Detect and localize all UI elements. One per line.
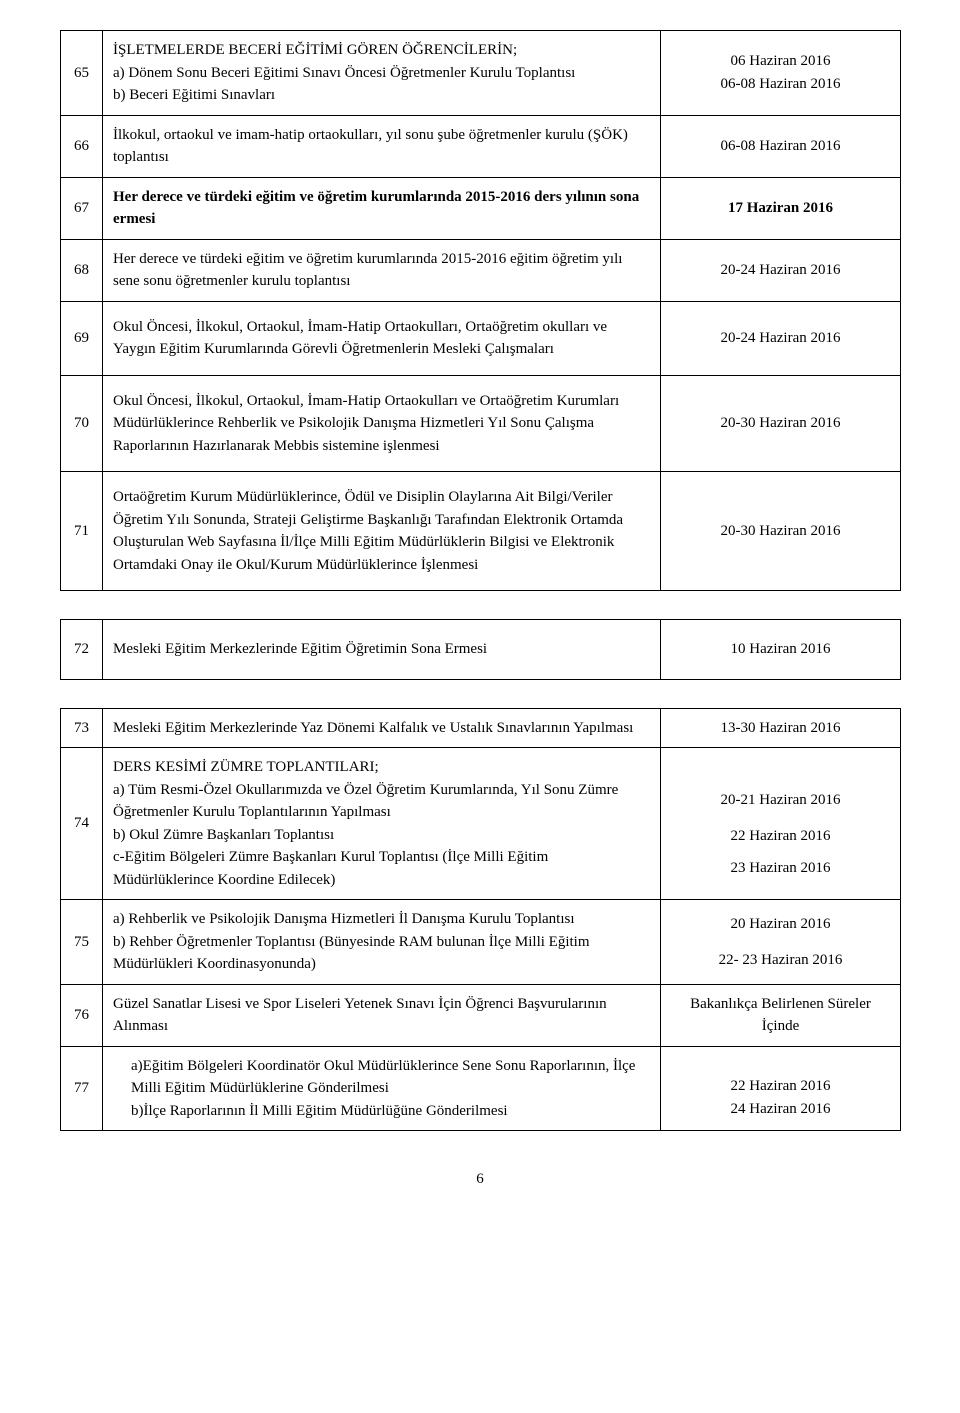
- row-dates: 20-24 Haziran 2016: [661, 301, 901, 375]
- date-line: 06-08 Haziran 2016: [671, 73, 890, 96]
- row-title: İŞLETMELERDE BECERİ EĞİTİMİ GÖREN ÖĞRENC…: [113, 39, 650, 62]
- row-number: 77: [61, 1046, 103, 1131]
- row-description: Güzel Sanatlar Lisesi ve Spor Liseleri Y…: [103, 984, 661, 1046]
- table-row: 75 a) Rehberlik ve Psikolojik Danışma Hi…: [61, 900, 901, 985]
- row-dates: 10 Haziran 2016: [661, 620, 901, 680]
- date-line: 06-08 Haziran 2016: [671, 135, 890, 158]
- row-number: 72: [61, 620, 103, 680]
- row-line: b) Rehber Öğretmenler Toplantısı (Bünyes…: [113, 931, 650, 976]
- date-line: 22 Haziran 2016: [671, 825, 890, 848]
- schedule-table-part2: 72 Mesleki Eğitim Merkezlerinde Eğitim Ö…: [60, 619, 901, 680]
- date-line: 22- 23 Haziran 2016: [671, 949, 890, 972]
- date-spacer: [671, 812, 890, 826]
- table-row: 66 İlkokul, ortaokul ve imam-hatip ortao…: [61, 115, 901, 177]
- table-row: 71 Ortaöğretim Kurum Müdürlüklerince, Öd…: [61, 472, 901, 591]
- table-row: 76 Güzel Sanatlar Lisesi ve Spor Liseler…: [61, 984, 901, 1046]
- date-line: 20-24 Haziran 2016: [671, 259, 890, 282]
- table-row: 68 Her derece ve türdeki eğitim ve öğret…: [61, 239, 901, 301]
- row-number: 67: [61, 177, 103, 239]
- row-number: 68: [61, 239, 103, 301]
- row-description: Her derece ve türdeki eğitim ve öğretim …: [103, 177, 661, 239]
- date-line: 23 Haziran 2016: [671, 857, 890, 880]
- row-number: 65: [61, 31, 103, 116]
- row-description: Her derece ve türdeki eğitim ve öğretim …: [103, 239, 661, 301]
- row-description: İlkokul, ortaokul ve imam-hatip ortaokul…: [103, 115, 661, 177]
- date-line: 06 Haziran 2016: [671, 50, 890, 73]
- table-row: 74 DERS KESİMİ ZÜMRE TOPLANTILARI; a) Tü…: [61, 748, 901, 900]
- row-dates: 20-21 Haziran 2016 22 Haziran 2016 23 Ha…: [661, 748, 901, 900]
- row-line: Güzel Sanatlar Lisesi ve Spor Liseleri Y…: [113, 993, 650, 1038]
- table-row: 67 Her derece ve türdeki eğitim ve öğret…: [61, 177, 901, 239]
- schedule-table-part3: 73 Mesleki Eğitim Merkezlerinde Yaz Döne…: [60, 708, 901, 1132]
- schedule-table-part1: 65 İŞLETMELERDE BECERİ EĞİTİMİ GÖREN ÖĞR…: [60, 30, 901, 591]
- row-number: 74: [61, 748, 103, 900]
- row-line: Okul Öncesi, İlkokul, Ortaokul, İmam-Hat…: [113, 316, 650, 361]
- table-row: 73 Mesleki Eğitim Merkezlerinde Yaz Döne…: [61, 708, 901, 748]
- row-description: a)Eğitim Bölgeleri Koordinatör Okul Müdü…: [103, 1046, 661, 1131]
- row-line: b) Beceri Eğitimi Sınavları: [113, 84, 650, 107]
- date-line: 24 Haziran 2016: [671, 1098, 890, 1121]
- row-description: Okul Öncesi, İlkokul, Ortaokul, İmam-Hat…: [103, 301, 661, 375]
- row-dates: 22 Haziran 2016 24 Haziran 2016: [661, 1046, 901, 1131]
- date-line: 22 Haziran 2016: [671, 1075, 890, 1098]
- row-dates: 13-30 Haziran 2016: [661, 708, 901, 748]
- date-line: 10 Haziran 2016: [671, 638, 890, 661]
- row-line: Ortaöğretim Kurum Müdürlüklerince, Ödül …: [113, 486, 650, 576]
- row-number: 66: [61, 115, 103, 177]
- row-dates: 20-30 Haziran 2016: [661, 375, 901, 472]
- date-line: 20-24 Haziran 2016: [671, 327, 890, 350]
- row-description: Mesleki Eğitim Merkezlerinde Eğitim Öğre…: [103, 620, 661, 680]
- row-dates: 20-24 Haziran 2016: [661, 239, 901, 301]
- date-spacer: [671, 935, 890, 949]
- date-line: 13-30 Haziran 2016: [671, 717, 890, 740]
- page-number: 6: [60, 1171, 900, 1188]
- date-line: 20-30 Haziran 2016: [671, 412, 890, 435]
- row-line: c-Eğitim Bölgeleri Zümre Başkanları Kuru…: [113, 846, 650, 891]
- date-spacer: [671, 848, 890, 857]
- row-line: Mesleki Eğitim Merkezlerinde Yaz Dönemi …: [113, 717, 650, 740]
- row-title: DERS KESİMİ ZÜMRE TOPLANTILARI;: [113, 756, 650, 779]
- row-line: Okul Öncesi, İlkokul, Ortaokul, İmam-Hat…: [113, 390, 650, 458]
- row-dates: 17 Haziran 2016: [661, 177, 901, 239]
- row-description: İŞLETMELERDE BECERİ EĞİTİMİ GÖREN ÖĞRENC…: [103, 31, 661, 116]
- row-line: a) Tüm Resmi-Özel Okullarımızda ve Özel …: [113, 779, 650, 824]
- row-line: Her derece ve türdeki eğitim ve öğretim …: [113, 248, 650, 293]
- date-spacer: [671, 768, 890, 789]
- row-line: a) Dönem Sonu Beceri Eğitimi Sınavı Önce…: [113, 62, 650, 85]
- date-line: 20-30 Haziran 2016: [671, 520, 890, 543]
- row-dates: 06 Haziran 2016 06-08 Haziran 2016: [661, 31, 901, 116]
- table-row: 70 Okul Öncesi, İlkokul, Ortaokul, İmam-…: [61, 375, 901, 472]
- table-row: 77 a)Eğitim Bölgeleri Koordinatör Okul M…: [61, 1046, 901, 1131]
- row-line: Her derece ve türdeki eğitim ve öğretim …: [113, 186, 650, 231]
- row-dates: Bakanlıkça Belirlenen Süreler İçinde: [661, 984, 901, 1046]
- row-line: b) Okul Zümre Başkanları Toplantısı: [113, 824, 650, 847]
- row-dates: 20 Haziran 2016 22- 23 Haziran 2016: [661, 900, 901, 985]
- date-line: 20-21 Haziran 2016: [671, 789, 890, 812]
- row-line: İlkokul, ortaokul ve imam-hatip ortaokul…: [113, 124, 650, 169]
- table-row: 65 İŞLETMELERDE BECERİ EĞİTİMİ GÖREN ÖĞR…: [61, 31, 901, 116]
- row-dates: 20-30 Haziran 2016: [661, 472, 901, 591]
- row-description: Ortaöğretim Kurum Müdürlüklerince, Ödül …: [103, 472, 661, 591]
- row-number: 76: [61, 984, 103, 1046]
- row-line: a)Eğitim Bölgeleri Koordinatör Okul Müdü…: [113, 1055, 650, 1100]
- row-line: Mesleki Eğitim Merkezlerinde Eğitim Öğre…: [113, 638, 650, 661]
- date-line: 20 Haziran 2016: [671, 913, 890, 936]
- row-number: 70: [61, 375, 103, 472]
- date-line: Bakanlıkça Belirlenen Süreler İçinde: [671, 993, 890, 1038]
- row-number: 73: [61, 708, 103, 748]
- row-description: Mesleki Eğitim Merkezlerinde Yaz Dönemi …: [103, 708, 661, 748]
- row-number: 75: [61, 900, 103, 985]
- row-description: DERS KESİMİ ZÜMRE TOPLANTILARI; a) Tüm R…: [103, 748, 661, 900]
- table-row: 69 Okul Öncesi, İlkokul, Ortaokul, İmam-…: [61, 301, 901, 375]
- table-row: 72 Mesleki Eğitim Merkezlerinde Eğitim Ö…: [61, 620, 901, 680]
- row-dates: 06-08 Haziran 2016: [661, 115, 901, 177]
- row-number: 71: [61, 472, 103, 591]
- date-line: 17 Haziran 2016: [671, 197, 890, 220]
- row-description: Okul Öncesi, İlkokul, Ortaokul, İmam-Hat…: [103, 375, 661, 472]
- row-number: 69: [61, 301, 103, 375]
- row-line: a) Rehberlik ve Psikolojik Danışma Hizme…: [113, 908, 650, 931]
- row-description: a) Rehberlik ve Psikolojik Danışma Hizme…: [103, 900, 661, 985]
- row-line: b)İlçe Raporlarının İl Milli Eğitim Müdü…: [113, 1100, 650, 1123]
